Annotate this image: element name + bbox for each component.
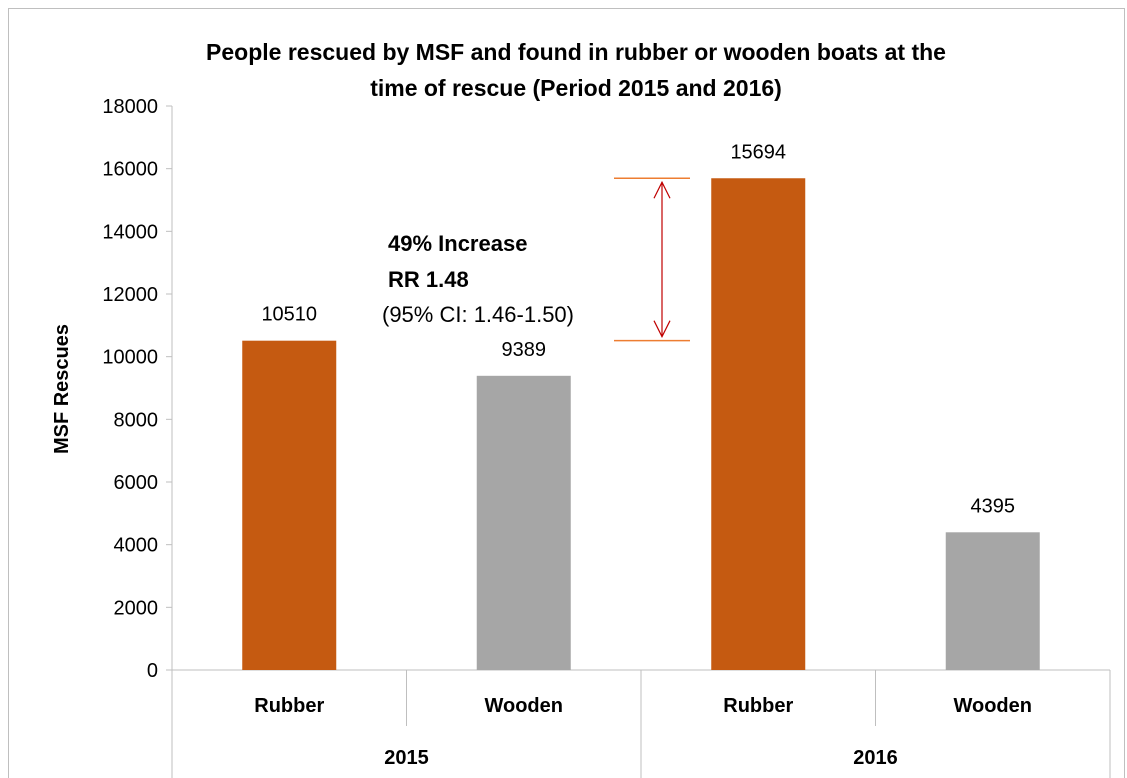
data-label: 9389 — [502, 339, 547, 361]
data-label: 15694 — [730, 141, 786, 163]
annotation-rr: RR 1.48 — [388, 267, 469, 292]
chart-title-line1: People rescued by MSF and found in rubbe… — [206, 39, 946, 65]
annotation-increase: 49% Increase — [388, 231, 527, 256]
bar-2015-rubber — [242, 340, 337, 670]
x-category-label: Rubber — [723, 695, 793, 717]
bar-2015-wooden — [476, 375, 571, 670]
y-tick-label: 2000 — [114, 597, 159, 619]
data-label: 10510 — [261, 304, 317, 326]
increase-arrow-head-down — [653, 320, 671, 339]
y-tick-label: 12000 — [102, 284, 158, 306]
x-group-label: 2016 — [853, 747, 898, 769]
x-category-label: Rubber — [254, 695, 324, 717]
bars-layer: 10510 9389 15694 4395 — [242, 141, 1040, 670]
chart-title-line2: time of rescue (Period 2015 and 2016) — [370, 75, 782, 101]
y-tick-label: 0 — [147, 660, 158, 682]
y-tick-label: 10000 — [102, 347, 158, 369]
y-tick-label: 4000 — [114, 535, 159, 557]
annotation-layer: 49% Increase RR 1.48 (95% CI: 1.46-1.50) — [382, 177, 690, 342]
y-tick-label: 14000 — [102, 221, 158, 243]
y-tick-label: 8000 — [114, 409, 159, 431]
annotation-ci: (95% CI: 1.46-1.50) — [382, 302, 574, 327]
increase-arrow-head-up — [653, 180, 671, 199]
x-category-label: Wooden — [953, 695, 1032, 717]
bar-2016-rubber — [711, 178, 806, 670]
x-category-label: Wooden — [484, 695, 563, 717]
bar-2016-wooden — [945, 532, 1040, 670]
data-label: 4395 — [971, 495, 1016, 517]
y-tick-label: 6000 — [114, 472, 159, 494]
y-tick-label: 18000 — [102, 96, 158, 118]
y-tick-label: 16000 — [102, 159, 158, 181]
x-group-label: 2015 — [384, 747, 429, 769]
y-axis-label: MSF Rescues — [51, 324, 73, 454]
